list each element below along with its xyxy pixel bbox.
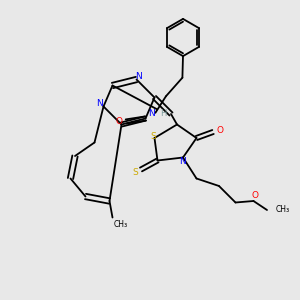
Text: N: N: [135, 72, 141, 81]
Text: N: N: [180, 158, 186, 166]
Text: S: S: [132, 168, 138, 177]
Text: H: H: [160, 110, 167, 118]
Text: O: O: [216, 126, 223, 135]
Text: N: N: [96, 99, 102, 108]
Text: O: O: [116, 117, 123, 126]
Text: N: N: [148, 110, 155, 118]
Text: O: O: [251, 191, 259, 200]
Text: S: S: [150, 132, 156, 141]
Text: CH₃: CH₃: [114, 220, 128, 229]
Text: CH₃: CH₃: [276, 206, 290, 214]
